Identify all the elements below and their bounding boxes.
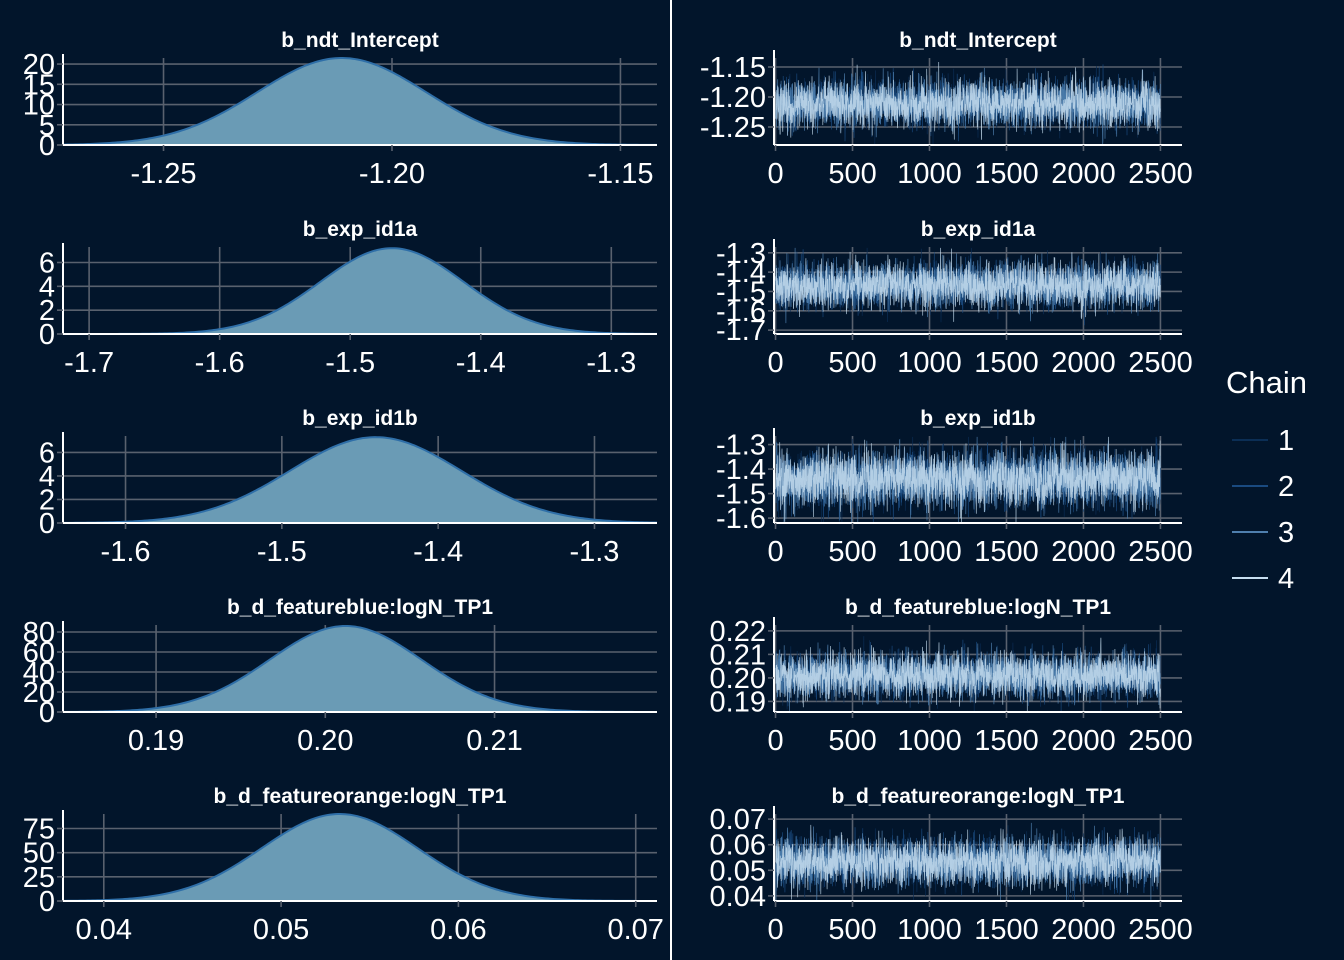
x-tick-label: 2500 [1128,725,1193,757]
x-tick-label: 500 [828,725,876,757]
x-tick-label: -1.5 [325,347,375,379]
legend-label: 3 [1278,517,1294,549]
x-tick-label: -1.4 [456,347,506,379]
panel-title: b_ndt_Intercept [281,29,439,52]
x-tick-label: 2500 [1128,347,1193,379]
x-tick-label: 2000 [1051,536,1116,568]
y-tick-label: 80 [23,617,55,649]
x-tick-label: 1500 [974,158,1039,190]
y-tick-label: -1.3 [716,430,766,462]
x-tick-label: 0 [767,725,783,757]
panel-title: b_d_featureorange:logN_TP1 [214,785,507,808]
x-tick-label: 2000 [1051,158,1116,190]
x-tick-label: 2000 [1051,347,1116,379]
panel-title: b_ndt_Intercept [899,29,1057,52]
x-tick-label: 500 [828,914,876,946]
panel-title: b_d_featureblue:logN_TP1 [845,596,1111,619]
x-tick-label: 1500 [974,536,1039,568]
x-tick-label: 500 [828,347,876,379]
x-tick-label: 1000 [897,347,962,379]
x-tick-label: -1.7 [64,347,114,379]
x-tick-label: 1000 [897,158,962,190]
y-tick-label: 0.22 [710,616,766,648]
x-tick-label: -1.5 [257,536,307,568]
x-tick-label: 1500 [974,347,1039,379]
panel-title: b_d_featureorange:logN_TP1 [832,785,1125,808]
y-tick-labels: -1.6-1.5-1.4-1.3 [716,430,774,536]
x-tick-label: 1000 [897,725,962,757]
legend-label: 2 [1278,471,1294,503]
x-tick-label: 2500 [1128,914,1193,946]
x-tick-label: 1500 [974,914,1039,946]
x-tick-label: -1.3 [569,536,619,568]
x-tick-label: -1.15 [587,158,653,190]
panel-title: b_d_featureblue:logN_TP1 [227,596,493,619]
x-tick-label: -1.6 [195,347,245,379]
x-tick-label: 1500 [974,725,1039,757]
x-tick-label: 2000 [1051,725,1116,757]
x-tick-label: -1.4 [413,536,463,568]
panel-title: b_exp_id1b [920,407,1036,430]
x-tick-label: -1.25 [130,158,196,190]
x-tick-label: 0.06 [430,914,486,946]
legend-label: 4 [1278,563,1294,595]
x-tick-label: 0 [767,347,783,379]
y-tick-label: 6 [39,247,55,279]
y-tick-label: -1.20 [700,82,766,114]
x-tick-label: 500 [828,158,876,190]
y-tick-labels: 0.190.200.210.22 [710,616,774,719]
panel-title: b_exp_id1a [303,218,418,241]
x-tick-label: 1000 [897,536,962,568]
legend-title: Chain [1226,365,1307,400]
y-tick-label: 6 [39,437,55,469]
y-tick-label: 75 [23,814,55,846]
x-tick-label: 500 [828,536,876,568]
y-tick-labels: 0.040.050.060.07 [710,804,774,913]
x-tick-label: 2500 [1128,536,1193,568]
x-tick-label: 0.21 [466,725,522,757]
y-tick-labels: -1.7-1.6-1.5-1.4-1.3 [716,238,774,347]
x-tick-label: -1.20 [359,158,425,190]
x-tick-label: 0.04 [76,914,132,946]
panel-title: b_exp_id1b [302,407,418,430]
panel-title: b_exp_id1a [921,218,1036,241]
x-tick-label: 0 [767,536,783,568]
y-tick-label: -1.3 [716,238,766,270]
x-tick-label: 0.07 [607,914,663,946]
x-tick-label: 0.05 [253,914,309,946]
x-tick-label: 0.19 [128,725,184,757]
x-tick-label: 0.20 [297,725,353,757]
x-tick-label: 0 [767,914,783,946]
y-tick-label: -1.25 [700,112,766,144]
y-tick-label: 20 [23,49,55,81]
x-tick-label: 1000 [897,914,962,946]
x-tick-label: 2000 [1051,914,1116,946]
x-tick-label: 0 [767,158,783,190]
y-tick-label: 0.07 [710,804,766,836]
x-tick-label: 2500 [1128,158,1193,190]
x-tick-label: -1.3 [586,347,636,379]
y-tick-label: -1.15 [700,52,766,84]
legend-label: 1 [1278,425,1294,457]
y-tick-labels: -1.25-1.20-1.15 [700,52,774,144]
x-tick-label: -1.6 [101,536,151,568]
